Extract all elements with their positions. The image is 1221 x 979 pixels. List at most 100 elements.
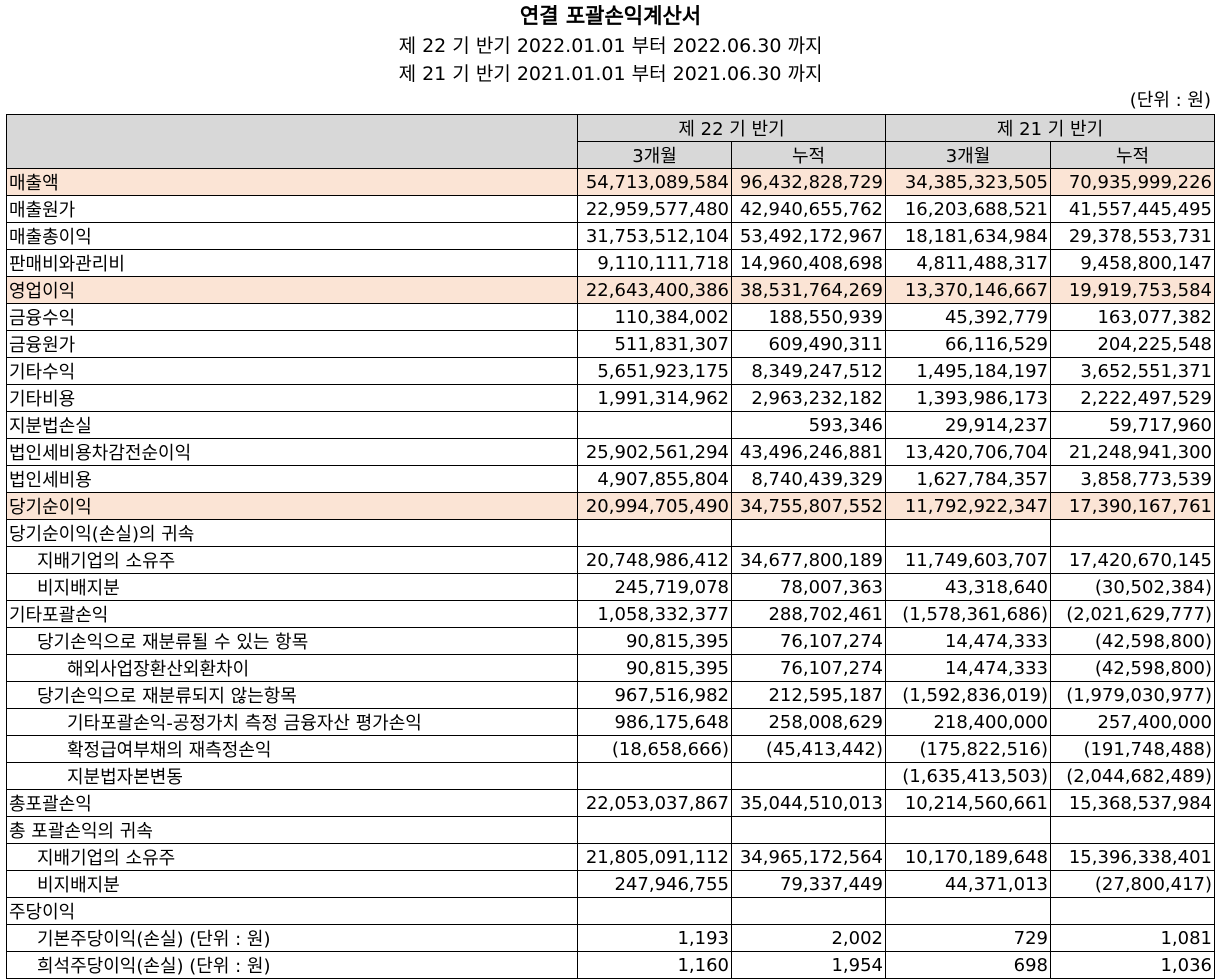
row-label: 총포괄손익: [6, 789, 578, 817]
table-row: 법인세비용 4,907,855,804 8,740,439,329 1,627,784…: [6, 465, 1215, 493]
row-label: 기본주당이익(손실) (단위 : 원): [6, 924, 578, 952]
prior-cumulative-value: 21,248,941,300: [1050, 438, 1215, 466]
current-three-month-value: [577, 816, 732, 844]
row-label: 지분법손실: [6, 411, 578, 439]
prior-cumulative-value: 59,717,960: [1050, 411, 1215, 439]
current-three-month-value: 967,516,982: [577, 681, 732, 709]
header-row-periods: 제 22 기 반기 제 21 기 반기: [6, 114, 1215, 169]
header-prior-three-month: 3개월: [885, 141, 1051, 169]
table-row: 지분법자본변동 (1,635,413,503) (2,044,682,489): [6, 762, 1215, 790]
current-three-month-value: 1,193: [577, 924, 732, 952]
prior-three-month-value: [885, 519, 1051, 547]
current-cumulative-value: 76,107,274: [731, 627, 886, 655]
prior-cumulative-value: 15,368,537,984: [1050, 789, 1215, 817]
table-row: 비지배지분 247,946,755 79,337,449 44,371,013 (27,…: [6, 870, 1215, 898]
prior-cumulative-value: (30,502,384): [1050, 573, 1215, 601]
prior-cumulative-value: 257,400,000: [1050, 708, 1215, 736]
prior-three-month-value: 16,203,688,521: [885, 195, 1051, 223]
prior-cumulative-value: 17,420,670,145: [1050, 546, 1215, 574]
current-three-month-value: 9,110,111,718: [577, 249, 732, 277]
table-row: 매출원가 22,959,577,480 42,940,655,762 16,203,6…: [6, 195, 1215, 223]
current-cumulative-value: 2,963,232,182: [731, 384, 886, 412]
row-label: 매출총이익: [6, 222, 578, 250]
table-row: 매출총이익 31,753,512,104 53,492,172,967 18,181,…: [6, 222, 1215, 250]
row-label: 해외사업장환산외환차이: [6, 654, 578, 682]
prior-cumulative-value: 2,222,497,529: [1050, 384, 1215, 412]
prior-cumulative-value: [1050, 816, 1215, 844]
table-row: 비지배지분 245,719,078 78,007,363 43,318,640 (30,…: [6, 573, 1215, 601]
table-row: 금융수익 110,384,002 188,550,939 45,392,779 163,…: [6, 303, 1215, 331]
prior-three-month-value: 44,371,013: [885, 870, 1051, 898]
current-three-month-value: [577, 897, 732, 925]
header-prior-cumulative: 누적: [1050, 141, 1215, 169]
report-title: 연결 포괄손익계산서: [519, 4, 702, 28]
prior-three-month-value: 218,400,000: [885, 708, 1051, 736]
current-three-month-value: 90,815,395: [577, 627, 732, 655]
current-cumulative-value: 76,107,274: [731, 654, 886, 682]
header-current-period: 제 22 기 반기: [577, 114, 886, 142]
prior-cumulative-value: 29,378,553,731: [1050, 222, 1215, 250]
current-cumulative-value: [731, 816, 886, 844]
row-label: 지배기업의 소유주: [6, 546, 578, 574]
current-three-month-value: 4,907,855,804: [577, 465, 732, 493]
prior-cumulative-value: 41,557,445,495: [1050, 195, 1215, 223]
current-cumulative-value: 34,677,800,189: [731, 546, 886, 574]
current-three-month-value: 22,053,037,867: [577, 789, 732, 817]
current-cumulative-value: 96,432,828,729: [731, 168, 886, 196]
prior-cumulative-value: 3,652,551,371: [1050, 357, 1215, 385]
row-label: 당기손익으로 재분류될 수 있는 항목: [6, 627, 578, 655]
current-three-month-value: 90,815,395: [577, 654, 732, 682]
row-label: 법인세비용차감전순이익: [6, 438, 578, 466]
current-three-month-value: (18,658,666): [577, 735, 732, 763]
current-three-month-value: 25,902,561,294: [577, 438, 732, 466]
row-label: 비지배지분: [6, 573, 578, 601]
prior-three-month-value: (1,592,836,019): [885, 681, 1051, 709]
current-three-month-value: 20,748,986,412: [577, 546, 732, 574]
prior-cumulative-value: (1,979,030,977): [1050, 681, 1215, 709]
current-three-month-value: 54,713,089,584: [577, 168, 732, 196]
period-current: 제 22 기 반기 2022.01.01 부터 2022.06.30 까지: [398, 35, 823, 57]
prior-cumulative-value: [1050, 897, 1215, 925]
current-cumulative-value: 34,755,807,552: [731, 492, 886, 520]
current-cumulative-value: [731, 519, 886, 547]
current-cumulative-value: 53,492,172,967: [731, 222, 886, 250]
prior-cumulative-value: 163,077,382: [1050, 303, 1215, 331]
prior-cumulative-value: (191,748,488): [1050, 735, 1215, 763]
current-cumulative-value: 609,490,311: [731, 330, 886, 358]
prior-cumulative-value: 204,225,548: [1050, 330, 1215, 358]
current-cumulative-value: 2,002: [731, 924, 886, 952]
table-row: 당기순이익(손실)의 귀속: [6, 519, 1215, 547]
current-cumulative-value: 14,960,408,698: [731, 249, 886, 277]
prior-three-month-value: 10,214,560,661: [885, 789, 1051, 817]
prior-cumulative-value: 1,036: [1050, 951, 1215, 979]
header-label-cell: [6, 114, 578, 169]
current-three-month-value: 247,946,755: [577, 870, 732, 898]
table-row: 법인세비용차감전순이익 25,902,561,294 43,496,246,881 1…: [6, 438, 1215, 466]
current-three-month-value: 511,831,307: [577, 330, 732, 358]
table-row: 판매비와관리비 9,110,111,718 14,960,408,698 4,811,…: [6, 249, 1215, 277]
prior-three-month-value: 1,393,986,173: [885, 384, 1051, 412]
prior-three-month-value: 14,474,333: [885, 627, 1051, 655]
current-cumulative-value: [731, 762, 886, 790]
row-label: 기타수익: [6, 357, 578, 385]
header-current-cumulative: 누적: [731, 141, 886, 169]
table-row: 총포괄손익 22,053,037,867 35,044,510,013 10,214,…: [6, 789, 1215, 817]
prior-three-month-value: 729: [885, 924, 1051, 952]
row-label: 기타포괄손익: [6, 600, 578, 628]
current-three-month-value: 20,994,705,490: [577, 492, 732, 520]
prior-cumulative-value: (42,598,800): [1050, 654, 1215, 682]
table-row: 지배기업의 소유주 21,805,091,112 34,965,172,564 10,…: [6, 843, 1215, 871]
prior-cumulative-value: [1050, 519, 1215, 547]
table-row: 기타포괄손익-공정가치 측정 금융자산 평가손익 986,175,648 258,0…: [6, 708, 1215, 736]
period-prior: 제 21 기 반기 2021.01.01 부터 2021.06.30 까지: [398, 63, 823, 85]
row-label: 금융원가: [6, 330, 578, 358]
current-cumulative-value: 212,595,187: [731, 681, 886, 709]
prior-cumulative-value: 19,919,753,584: [1050, 276, 1215, 304]
current-three-month-value: 1,058,332,377: [577, 600, 732, 628]
row-label: 당기순이익(손실)의 귀속: [6, 519, 578, 547]
prior-cumulative-value: 15,396,338,401: [1050, 843, 1215, 871]
table-body: 매출액 54,713,089,584 96,432,828,729 34,385,32…: [6, 168, 1215, 979]
current-three-month-value: 986,175,648: [577, 708, 732, 736]
table-row: 당기순이익 20,994,705,490 34,755,807,552 11,792,…: [6, 492, 1215, 520]
prior-cumulative-value: 3,858,773,539: [1050, 465, 1215, 493]
